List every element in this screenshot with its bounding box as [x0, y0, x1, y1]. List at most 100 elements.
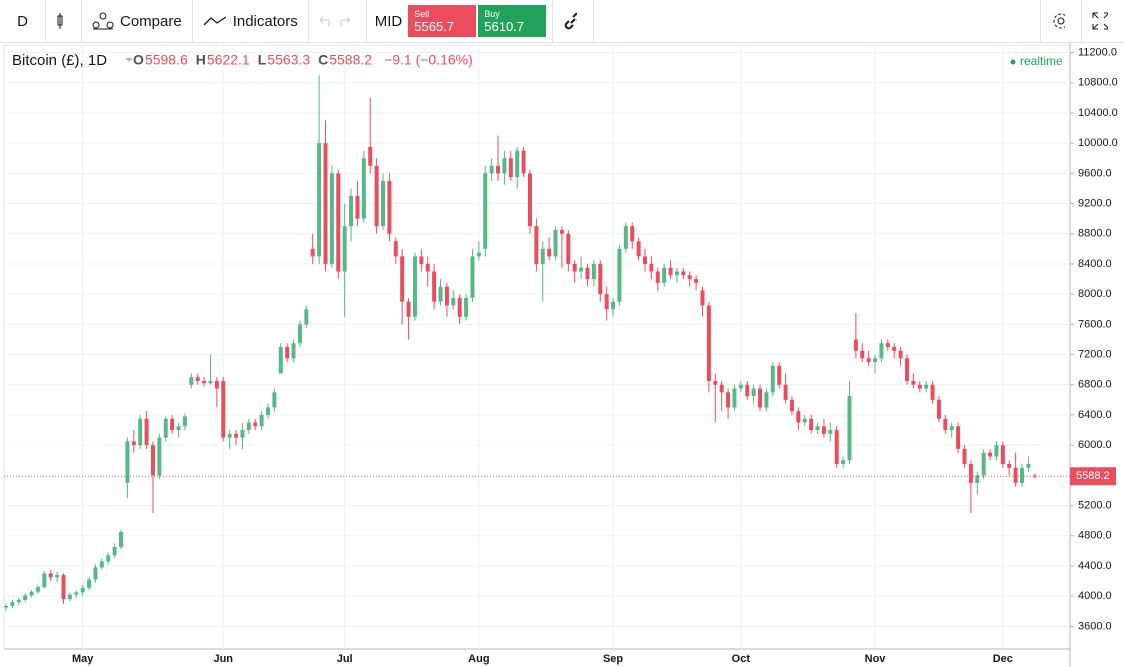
plot-frame — [3, 44, 1071, 650]
candle-body — [61, 575, 66, 600]
redo-icon[interactable] — [337, 15, 350, 27]
candle-body — [214, 380, 219, 389]
candle-body — [1000, 445, 1005, 465]
candle-body — [681, 271, 686, 276]
candle-body — [138, 418, 143, 446]
candle-body — [898, 350, 903, 359]
candle-body — [815, 426, 820, 431]
candle-body — [342, 226, 347, 272]
candle-body — [700, 290, 705, 306]
candle-body — [719, 384, 724, 393]
candle-icon — [57, 13, 63, 29]
candle-body — [962, 448, 967, 465]
candle-body — [483, 173, 488, 249]
candle-body — [623, 226, 628, 249]
symbol-dropdown[interactable] — [125, 58, 133, 62]
y-tick-label: 10800.0 — [1078, 77, 1118, 89]
compare-button[interactable]: Compare — [82, 0, 193, 43]
y-tick-label: 4800.0 — [1078, 530, 1112, 542]
candle-body — [885, 343, 890, 347]
candle-body — [713, 380, 718, 385]
candle-body — [125, 441, 130, 483]
candle-body — [93, 567, 98, 580]
candle-body — [400, 256, 405, 302]
link-button[interactable] — [552, 0, 595, 43]
candle-body — [464, 297, 469, 317]
candle-body — [412, 256, 417, 317]
candle-body — [789, 399, 794, 412]
candle-body — [521, 150, 526, 174]
candle-body — [349, 196, 354, 227]
candle-body — [48, 573, 53, 578]
y-tick-label: 3600.0 — [1078, 620, 1112, 632]
candle-body — [227, 433, 232, 438]
ohlc-value: 5598.6 — [145, 52, 188, 68]
mid-label: MID — [374, 12, 403, 30]
candle-body — [374, 165, 379, 227]
candle-body — [10, 602, 15, 606]
realtime-dot — [1010, 59, 1016, 65]
candle-body — [189, 377, 194, 385]
candle-body — [221, 380, 226, 438]
candle-body — [572, 263, 577, 272]
candle-body — [687, 275, 692, 280]
candle-body — [617, 248, 622, 302]
sell-button[interactable]: Sell 5565.7 — [408, 5, 477, 37]
candle-body — [591, 263, 596, 280]
candle-body — [419, 256, 424, 264]
candle-body — [1013, 467, 1018, 483]
buy-price: 5610.7 — [484, 18, 525, 34]
buy-button[interactable]: Buy 5610.7 — [478, 5, 547, 37]
candle-body — [917, 384, 922, 389]
change: −9.1 (−0.16%) — [384, 52, 473, 68]
y-tick-label: 4000.0 — [1078, 590, 1112, 602]
last-price-tag — [1070, 467, 1116, 486]
candle-body — [821, 426, 826, 434]
candle-body — [956, 426, 961, 449]
toolbar: D Compare Indicators MID Sell 5565.7 Buy 5… — [0, 0, 1124, 43]
candle-body — [182, 416, 187, 427]
candle-body — [278, 347, 283, 374]
candle-body — [4, 605, 8, 608]
candle-body — [770, 365, 775, 393]
candle-body — [425, 263, 430, 272]
realtime-label: realtime — [1020, 54, 1063, 68]
candle-body — [853, 339, 858, 351]
candle-body — [87, 579, 92, 588]
ohlc-key: C — [318, 52, 328, 68]
candle-body — [381, 180, 386, 227]
ohlc-value: 5588.2 — [329, 52, 372, 68]
chart: 3600.0 4000.0 4400.0 4800.0 5200.0 6000.0 6400… — [3, 43, 1118, 667]
candle-body — [994, 445, 999, 457]
candle-body — [706, 305, 711, 381]
candle-body — [758, 388, 763, 408]
candle-body — [163, 418, 168, 438]
candle-body — [579, 267, 584, 272]
candle-body — [911, 380, 916, 385]
candle-body — [668, 267, 673, 276]
link-icon — [564, 12, 578, 30]
y-tick-label: 4400.0 — [1078, 560, 1112, 572]
indicators-icon — [203, 16, 227, 26]
interval-button[interactable]: D — [0, 0, 46, 43]
candle-body — [42, 573, 47, 588]
candle-body — [361, 158, 366, 219]
fullscreen-button[interactable] — [1082, 0, 1124, 43]
candle-body — [604, 294, 609, 310]
ohlc-value: 5563.3 — [267, 52, 310, 68]
settings-button[interactable] — [1040, 0, 1082, 43]
undo-icon[interactable] — [319, 15, 332, 27]
indicators-label: Indicators — [232, 12, 298, 30]
candle-body — [176, 426, 181, 431]
chart-style-button[interactable] — [46, 0, 82, 43]
candle-body — [297, 324, 302, 344]
candle-body — [981, 452, 986, 476]
y-tick-label: 10400.0 — [1078, 107, 1118, 119]
candle-body — [336, 173, 341, 272]
indicators-button[interactable]: Indicators — [193, 0, 309, 43]
x-tick-label: Jun — [213, 653, 233, 665]
candle-body — [106, 555, 111, 562]
y-tick-label: 8400.0 — [1078, 258, 1112, 270]
candles — [4, 75, 1037, 612]
